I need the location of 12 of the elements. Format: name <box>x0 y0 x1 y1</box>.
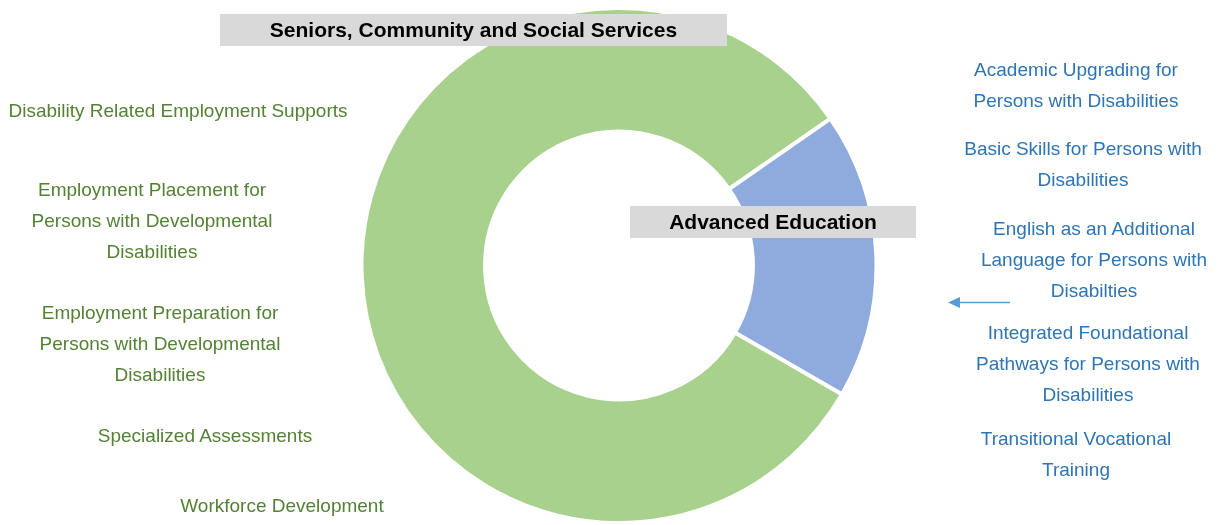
slice-label: Seniors, Community and Social Services <box>220 14 727 46</box>
text: Basic Skills for Persons with Disabilities <box>963 137 1203 192</box>
text: Integrated Foundational Pathways for Persons with Disabilities <box>975 321 1201 407</box>
text: Academic Upgrading for Persons with Disabilities <box>972 58 1180 113</box>
text: English as an Additional Language for Persons with Disabilties <box>979 217 1208 303</box>
text: Employment Preparation for Persons with Developmental Disabilities <box>38 301 282 387</box>
text: Disability Related Employment Supports <box>8 99 348 123</box>
text: Workforce Development <box>179 494 385 518</box>
slice-label: Advanced Education <box>630 206 916 238</box>
text: Specialized Assessments <box>96 424 314 448</box>
text: Employment Placement for Persons with Developmental Disabilities <box>30 178 274 264</box>
text: Transitional Vocational Training <box>979 427 1173 482</box>
